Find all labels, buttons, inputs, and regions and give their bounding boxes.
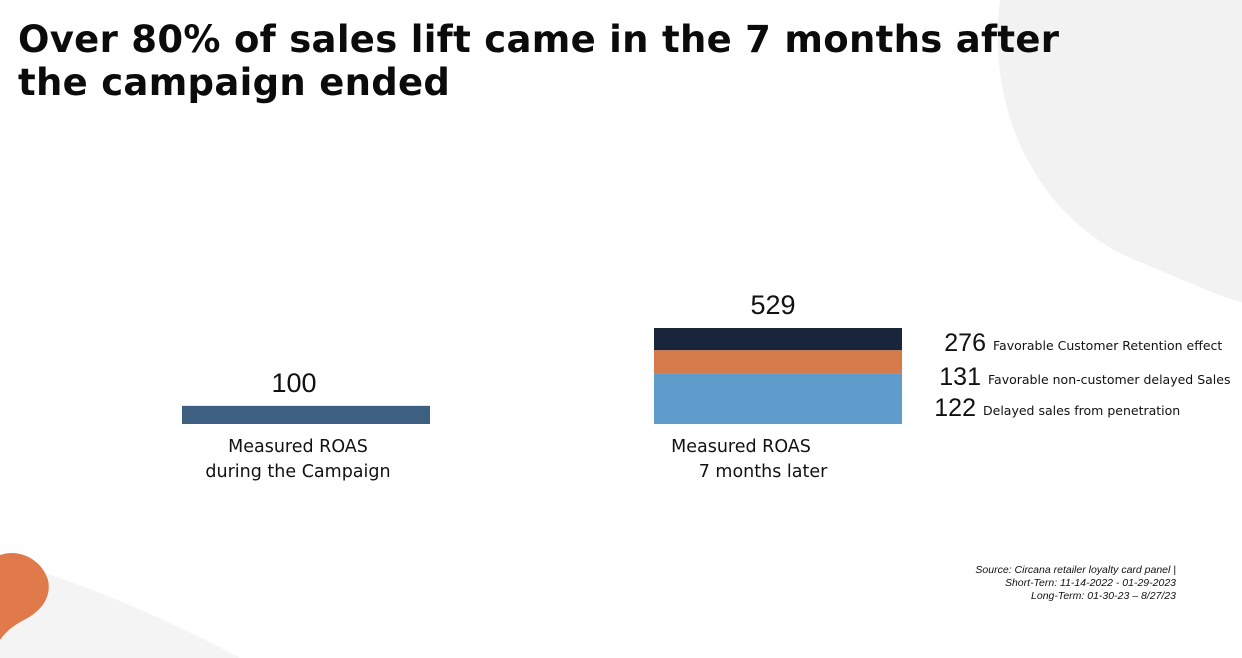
- source-note: Source: Circana retailer loyalty card pa…: [900, 564, 1176, 603]
- segment-value-label-1: 131: [939, 363, 981, 391]
- category-label-0-1: during the Campaign: [205, 462, 390, 482]
- category-label-1-0: Measured ROAS: [671, 437, 811, 457]
- bar-total-label-0: 100: [271, 368, 316, 398]
- short-term-line: Short-Tern: 11-14-2022 - 01-29-2023: [1004, 577, 1176, 589]
- bar-segment-1-3: [654, 328, 902, 351]
- long-term-line: Long-Term: 01-30-23 – 8/27/23: [1031, 590, 1176, 602]
- bars-group: [182, 328, 902, 424]
- slide-title: Over 80% of sales lift came in the 7 mon…: [18, 18, 1060, 104]
- segment-name-label-2: Delayed sales from penetration: [983, 403, 1180, 418]
- category-label-0-0: Measured ROAS: [228, 437, 368, 457]
- source-line: Source: Circana retailer loyalty card pa…: [975, 564, 1176, 576]
- bar-segment-0-0: [182, 405, 430, 424]
- segment-value-label-2: 122: [934, 394, 976, 422]
- segment-value-label-0: 276: [944, 329, 986, 357]
- bottom-left-blob: [0, 560, 240, 658]
- orange-accent-shape: [0, 552, 49, 640]
- bar-segment-1-1: [654, 373, 902, 424]
- category-label-1-1: 7 months later: [699, 462, 828, 482]
- labels-group: 100 529 Measured ROAS during the Campaign Me…: [205, 290, 1230, 482]
- segment-name-label-1: Favorable non-customer delayed Sales: [988, 372, 1230, 387]
- bar-segment-1-2: [654, 350, 902, 374]
- bar-total-label-1: 529: [750, 290, 795, 320]
- segment-name-label-0: Favorable Customer Retention effect: [993, 338, 1222, 353]
- background-blob: [997, 0, 1242, 302]
